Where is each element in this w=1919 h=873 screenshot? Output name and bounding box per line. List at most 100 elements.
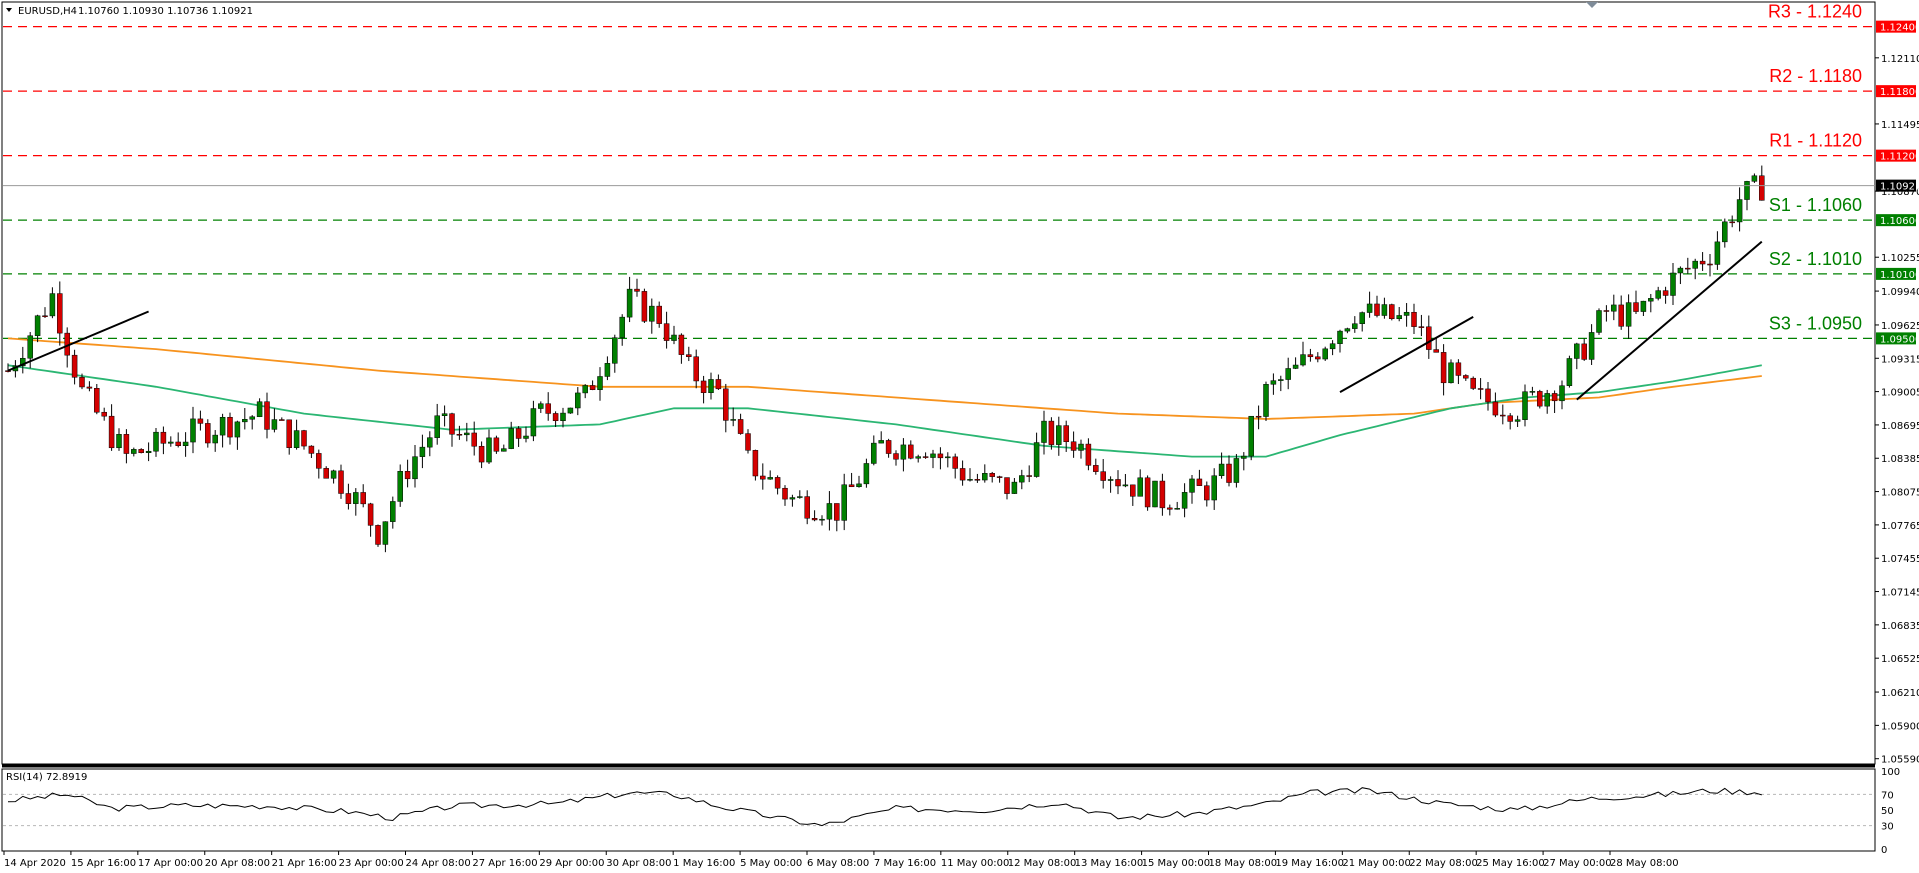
bull-candle-body [434,415,440,438]
bull-candle-body [1285,368,1291,380]
price-tick-label: 1.06835 [1881,621,1919,632]
price-tag-text: 1.11200 [1880,152,1919,163]
bull-candle-body [1744,181,1750,200]
candle [256,398,263,418]
candle [656,301,662,328]
candle [1093,458,1099,475]
bear-candle-body [227,416,233,438]
candle [834,503,840,532]
bull-candle-body [501,448,507,452]
candle [1566,355,1573,388]
candle [1152,480,1158,508]
candle [338,464,344,499]
candle [1485,382,1491,411]
bear-candle-body [205,423,211,444]
bull-candle-body [619,316,625,338]
price-tag-text: 1.09500 [1880,334,1919,345]
candle [1004,477,1010,500]
bear-candle-body [1492,401,1499,416]
candle [1056,416,1062,456]
bear-candle-body [1440,352,1447,384]
bull-candle-body [1300,354,1306,366]
bull-candle-body [1692,260,1698,269]
candle [1729,215,1735,228]
bull-candle-body [1640,300,1647,312]
bear-candle-body [323,468,329,479]
candle [464,422,470,442]
rsi-plot-frame [1,768,1876,852]
level-label-s2: S2 - 1.1010 [1769,249,1862,269]
time-tick-label: 30 Apr 08:00 [606,858,671,869]
candle [367,502,374,537]
candle [42,307,48,318]
candle [160,426,167,455]
bull-candle-body [116,434,122,449]
candle [1448,359,1454,384]
candle [1625,294,1632,339]
candle [20,346,26,374]
trendline [7,310,149,372]
bear-candle-body [1204,485,1210,501]
bull-candle-body [863,463,870,485]
candle [382,521,389,553]
level-label-r3: R3 - 1.1240 [1768,2,1862,22]
bear-candle-body [1389,304,1395,319]
bear-candle-body [656,305,662,324]
candle [1500,404,1506,425]
time-tick-label: 6 May 08:00 [807,858,869,869]
candle [922,452,929,459]
bull-candle-body [560,412,566,422]
bear-candle-body [952,456,958,469]
candle [1477,378,1484,400]
bear-candle-body [1063,425,1069,443]
candle [1174,501,1180,510]
bear-candle-body [404,471,411,480]
bull-candle-body [604,363,611,377]
candle [1063,420,1069,452]
bear-candle-body [1485,388,1491,403]
time-axis: 14 Apr 2020 15 Apr 16:00 17 Apr 00:00 20 Ap… [3,851,1679,869]
bear-candle-body [804,496,810,519]
candle [715,374,722,390]
rsi-label: RSI(14) 72.8919 [6,772,87,783]
candle [182,432,189,457]
bear-candle-body [545,403,551,414]
bear-candle-body [456,433,463,436]
dropdown-triangle-icon[interactable] [6,8,12,12]
bull-candle-body [789,497,796,500]
price-tick-label: 1.10255 [1881,253,1919,264]
candle [197,410,204,431]
bear-candle-body [1633,302,1639,312]
bear-candle-body [723,388,729,421]
bull-candle-body [878,440,884,444]
time-tick-label: 21 Apr 16:00 [272,858,337,869]
candle [804,490,810,525]
candle [1115,470,1121,495]
price-tick-label: 1.09625 [1881,321,1919,332]
bear-candle-body [86,386,93,389]
time-tick-label: 28 May 08:00 [1610,858,1679,869]
level-label-s1: S1 - 1.1060 [1769,195,1862,215]
candle [1366,291,1373,318]
bear-candle-body [286,419,292,448]
scroll-marker-icon[interactable] [1586,2,1598,8]
candle [301,429,307,450]
trendline [1576,240,1763,401]
candle [1403,303,1410,327]
candle [279,417,285,421]
candle [745,429,751,454]
bull-candle-body [1352,323,1358,329]
candle [1300,341,1306,367]
bull-candle-body [1241,455,1247,459]
candle [789,494,796,507]
price-tag-s3 [1876,332,1916,345]
bear-candle-body [1048,420,1055,445]
bear-candle-body [1026,475,1032,477]
candle [1611,294,1617,321]
bull-candle-body [856,483,862,488]
bear-candle-body [471,432,477,447]
candle [1470,376,1476,391]
bear-candle-body [493,437,500,452]
bull-candle-body [1322,348,1328,360]
